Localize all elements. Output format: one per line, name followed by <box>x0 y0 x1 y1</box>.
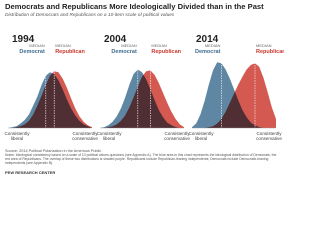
area <box>100 70 184 128</box>
footer: Source: 2014 Political Polarization in t… <box>5 149 281 165</box>
x-end-label: Consistently conservative <box>164 131 190 141</box>
legend-label: Democrat <box>195 49 221 55</box>
x-end-label: Consistently liberal <box>96 131 122 141</box>
median-label: MEDIAN <box>29 43 45 48</box>
legend-label: Republican <box>151 49 181 55</box>
area <box>8 71 92 128</box>
legend-label: Democrat <box>19 49 45 55</box>
page: Democrats and Republicans More Ideologic… <box>4 2 284 175</box>
notes: Notes: Ideological consistency based on … <box>5 153 277 165</box>
x-end-label: Consistently conservative <box>256 131 282 141</box>
legend-label: Republican <box>256 49 284 55</box>
x-end-label: Consistently conservative <box>72 131 98 141</box>
median-label: MEDIAN <box>121 43 137 48</box>
x-end-label: Consistently liberal <box>4 131 30 141</box>
subtitle: Distribution of Democrats and Republican… <box>5 13 175 18</box>
title: Democrats and Republicans More Ideologic… <box>5 2 264 11</box>
area <box>192 63 276 129</box>
median-label: MEDIAN <box>256 43 272 48</box>
median-label: MEDIAN <box>55 43 71 48</box>
legend-label: Republican <box>55 49 85 55</box>
brand: PEW RESEARCH CENTER <box>5 170 56 175</box>
chart: 1994MEDIANDemocratMEDIANRepublican2004ME… <box>8 34 284 129</box>
median-label: MEDIAN <box>205 43 221 48</box>
legend-label: Democrat <box>111 49 137 55</box>
x-end-label: Consistently liberal <box>188 131 214 141</box>
source: Source: 2014 Political Polarization in t… <box>5 149 102 153</box>
median-label: MEDIAN <box>151 43 167 48</box>
panel-title: 2014 <box>196 34 219 45</box>
panel-title: 2004 <box>104 34 127 45</box>
panel-title: 1994 <box>12 34 35 45</box>
